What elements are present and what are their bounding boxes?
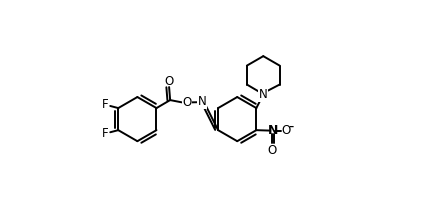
Text: -: - [288,119,293,134]
Text: O: O [282,124,291,137]
Text: N: N [198,95,206,108]
Text: O: O [165,75,174,88]
Text: O: O [182,96,192,109]
Text: N: N [259,88,268,101]
Text: F: F [102,98,109,111]
Text: N: N [268,124,278,137]
Text: O: O [267,144,276,157]
Text: F: F [102,127,109,140]
